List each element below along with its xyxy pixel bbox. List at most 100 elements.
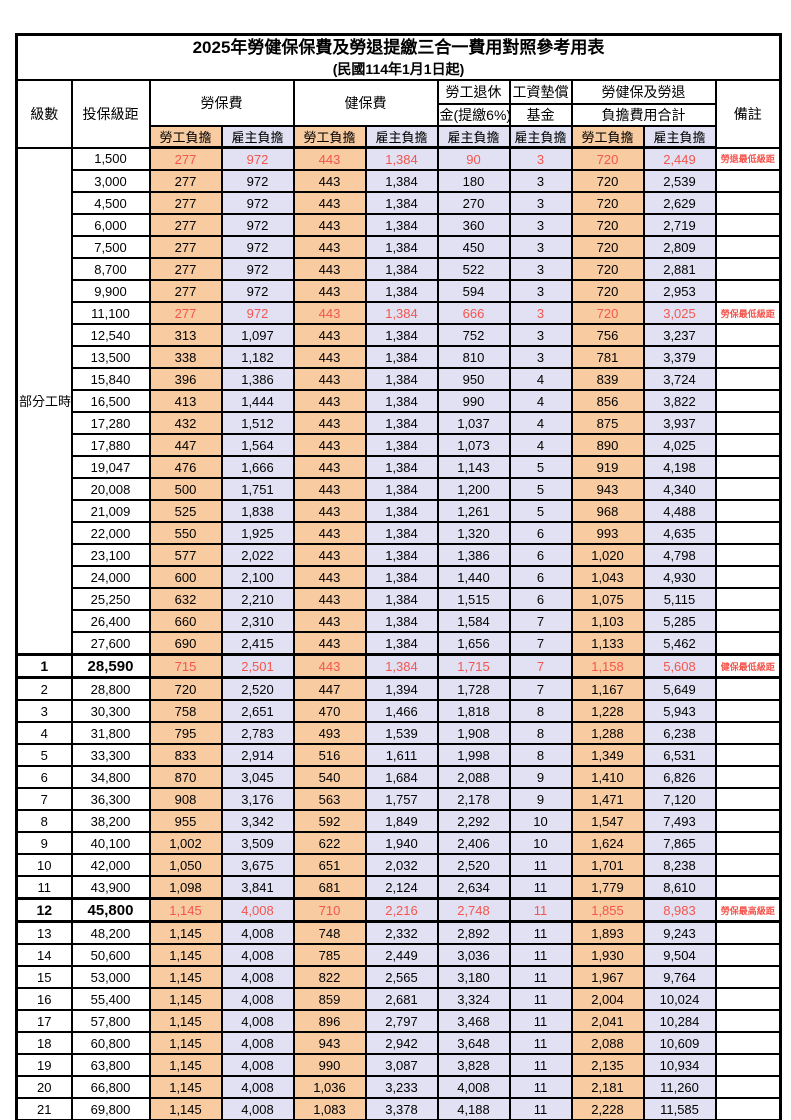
table-row: 13,500 338 1,182 443 1,384 810 3 781 3,379 [17, 345, 782, 369]
value-cell: 7,120 [642, 787, 717, 811]
value-cell: 1,143 [436, 455, 511, 479]
value-cell: 1,384 [364, 279, 439, 303]
value-cell: 1,384 [364, 323, 439, 347]
value-cell: 1,818 [436, 699, 511, 723]
value-cell: 3,379 [642, 345, 717, 369]
value-cell: 1,624 [570, 831, 645, 855]
value-cell: 443 [292, 477, 367, 501]
header-row-2: 金(提繳6%) 基金 負擔費用合計 [17, 103, 781, 127]
bracket-cell: 53,000 [70, 965, 151, 989]
value-cell: 1,320 [436, 521, 511, 545]
remark-cell [714, 787, 782, 811]
value-cell: 11 [508, 875, 573, 900]
value-cell: 2,100 [220, 565, 295, 589]
value-cell: 972 [220, 191, 295, 215]
value-cell: 2,135 [570, 1053, 645, 1077]
table-row: 2 28,800 720 2,520 447 1,394 1,728 7 1,167 5,649 [15, 676, 782, 701]
value-cell: 8,610 [642, 875, 717, 900]
table-row: 16 55,400 1,145 4,008 859 2,681 3,324 11 2,004 10… [15, 987, 782, 1011]
value-cell: 8 [508, 721, 573, 745]
value-cell: 5 [508, 455, 573, 479]
value-cell: 2,181 [570, 1075, 645, 1099]
table-row: 9 40,100 1,002 3,509 622 1,940 2,406 10 1,624 7,8… [15, 831, 782, 855]
value-cell: 11 [508, 1075, 573, 1099]
value-cell: 1,666 [220, 455, 295, 479]
value-cell: 277 [148, 213, 223, 237]
level-cell: 5 [15, 743, 73, 767]
value-cell: 1,386 [220, 367, 295, 391]
table-body: 部分工時 1,500 277 972 443 1,384 90 3 720 2,449 勞退最低級距… [15, 146, 782, 1120]
remark-cell [714, 965, 782, 989]
value-cell: 10,934 [642, 1053, 717, 1077]
value-cell: 810 [436, 345, 511, 369]
value-cell: 720 [570, 235, 645, 259]
col-header-level: 級數 [15, 79, 73, 149]
value-cell: 2,310 [220, 609, 295, 633]
value-cell: 6,238 [642, 721, 717, 745]
value-cell: 3,509 [220, 831, 295, 855]
value-cell: 2,565 [364, 965, 439, 989]
bracket-cell: 57,800 [70, 1009, 151, 1033]
value-cell: 1,564 [220, 433, 295, 457]
value-cell: 11,260 [642, 1075, 717, 1099]
value-cell: 1,384 [364, 609, 439, 633]
value-cell: 2,719 [642, 213, 717, 237]
value-cell: 1,050 [148, 853, 223, 877]
value-cell: 1,925 [220, 521, 295, 545]
value-cell: 1,097 [220, 323, 295, 347]
bracket-cell: 12,540 [70, 323, 151, 347]
remark-cell [714, 411, 782, 435]
value-cell: 1,145 [148, 1009, 223, 1033]
level-cell: 21 [15, 1097, 73, 1120]
value-cell: 1,384 [364, 301, 439, 325]
value-cell: 1,037 [436, 411, 511, 435]
value-cell: 7 [508, 676, 573, 701]
value-cell: 2,022 [220, 543, 295, 567]
table-row: 23,100 577 2,022 443 1,384 1,386 6 1,020 4,798 [17, 543, 782, 567]
table-row: 4 31,800 795 2,783 493 1,539 1,908 8 1,288 6,238 [15, 721, 782, 745]
table-row: 26,400 660 2,310 443 1,384 1,584 7 1,103 5,285 [17, 609, 782, 633]
value-cell: 839 [570, 367, 645, 391]
value-cell: 7 [508, 609, 573, 633]
value-cell: 5,285 [642, 609, 717, 633]
level-cell: 19 [15, 1053, 73, 1077]
value-cell: 2,449 [642, 146, 717, 171]
bracket-cell: 38,200 [70, 809, 151, 833]
bracket-cell: 28,800 [70, 676, 151, 701]
value-cell: 11 [508, 897, 573, 923]
value-cell: 1,158 [570, 653, 645, 679]
bracket-cell: 33,300 [70, 743, 151, 767]
value-cell: 833 [148, 743, 223, 767]
remark-cell [714, 743, 782, 767]
value-cell: 4 [508, 367, 573, 391]
bracket-cell: 26,400 [70, 609, 151, 633]
bracket-cell: 16,500 [70, 389, 151, 413]
value-cell: 859 [292, 987, 367, 1011]
value-cell: 2,228 [570, 1097, 645, 1120]
value-cell: 875 [570, 411, 645, 435]
bracket-cell: 13,500 [70, 345, 151, 369]
value-cell: 277 [148, 301, 223, 325]
bracket-cell: 23,100 [70, 543, 151, 567]
value-cell: 3 [508, 345, 573, 369]
value-cell: 3,025 [642, 301, 717, 325]
value-cell: 1,384 [364, 455, 439, 479]
value-cell: 2,292 [436, 809, 511, 833]
table-row: 10 42,000 1,050 3,675 651 2,032 2,520 11 1,701 8,… [15, 853, 782, 877]
value-cell: 1,020 [570, 543, 645, 567]
subheader-health-employer: 雇主負擔 [364, 125, 439, 149]
bracket-cell: 55,400 [70, 987, 151, 1011]
value-cell: 6 [508, 587, 573, 611]
bracket-cell: 11,100 [70, 301, 151, 325]
level-cell: 10 [15, 853, 73, 877]
value-cell: 443 [292, 301, 367, 325]
value-cell: 1,145 [148, 920, 223, 945]
value-cell: 1,757 [364, 787, 439, 811]
value-cell: 443 [292, 367, 367, 391]
table-row: 7,500 277 972 443 1,384 450 3 720 2,809 [17, 235, 782, 259]
value-cell: 1,145 [148, 897, 223, 923]
bracket-cell: 28,590 [70, 653, 151, 679]
level-cell: 15 [15, 965, 73, 989]
value-cell: 1,386 [436, 543, 511, 567]
remark-cell [714, 257, 782, 281]
